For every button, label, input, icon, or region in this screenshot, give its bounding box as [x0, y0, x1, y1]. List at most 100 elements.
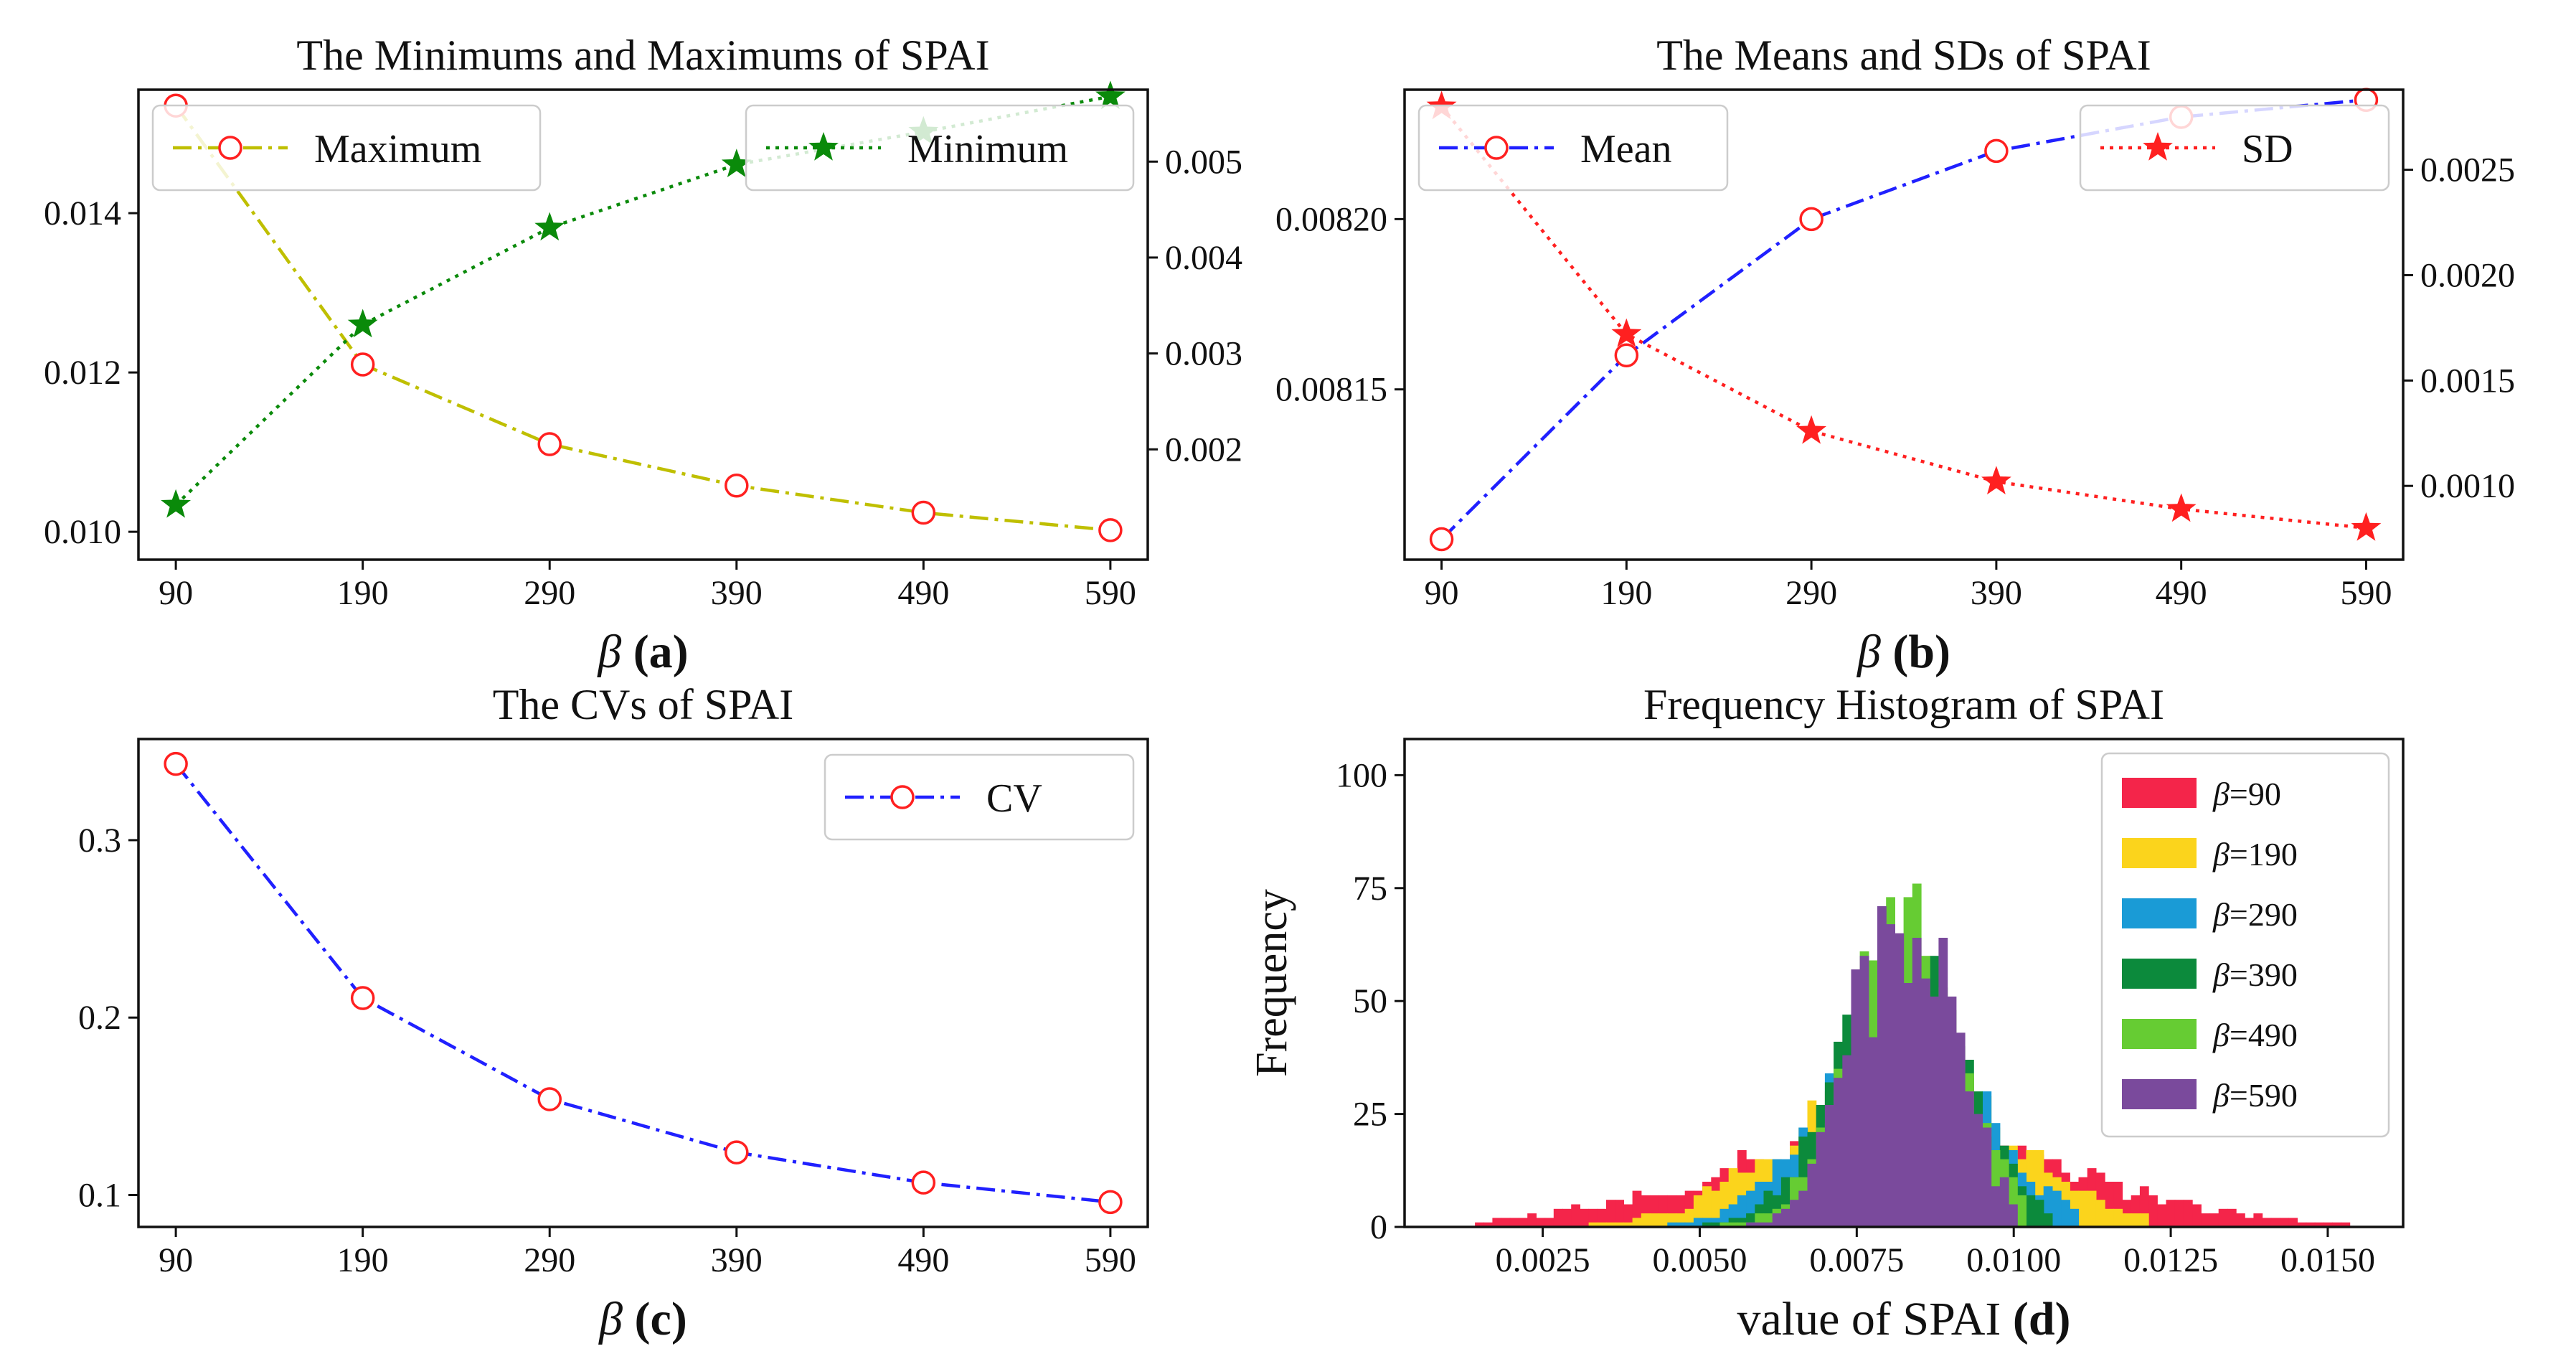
legend-label: β=590: [2212, 1077, 2298, 1114]
y2-tick-label: 0.0010: [2420, 467, 2515, 505]
histogram-bar: [1755, 1222, 1765, 1227]
histogram-bar: [2122, 1213, 2132, 1227]
plot-frame: [1403, 738, 2405, 1228]
legend-box: [2079, 104, 2390, 192]
y-tick-label: 0.00815: [1275, 371, 1387, 409]
y-tick-label: 100: [1336, 756, 1387, 794]
histogram-bar: [1877, 906, 1887, 1227]
histogram-bar: [2131, 1213, 2141, 1227]
x-tick-label: 290: [1785, 574, 1837, 612]
data-point: [1611, 318, 1642, 347]
legend-swatch: [2122, 1079, 2197, 1109]
data-point: [1981, 466, 2011, 495]
histogram-bar: [2332, 1222, 2341, 1227]
histogram-bar: [1519, 1218, 1528, 1227]
x-tick-label: 190: [1600, 574, 1652, 612]
histogram-bar: [2095, 1200, 2105, 1227]
histogram-bar: [1544, 1218, 1554, 1227]
histogram-bar: [1475, 1222, 1484, 1227]
histogram-bar: [2087, 1190, 2097, 1227]
histogram-bar: [1807, 1163, 1817, 1227]
histogram-bar: [1501, 1218, 1511, 1227]
plot-frame: [1403, 88, 2405, 561]
data-point: [725, 1140, 749, 1165]
histogram-bar: [2157, 1204, 2167, 1227]
histogram-bar: [1930, 996, 1939, 1227]
chart-title: The Means and SDs of SPAI: [1656, 32, 2151, 79]
histogram-bar: [1711, 1222, 1721, 1227]
histogram-bar: [1527, 1213, 1537, 1227]
legend-label: SD: [2242, 127, 2293, 171]
y-tick-label: 0.3: [78, 822, 121, 860]
histogram-bar: [1597, 1222, 1607, 1227]
legend-label: β=290: [2212, 896, 2298, 933]
data-point: [1614, 343, 1639, 367]
histogram-bar: [1483, 1222, 1493, 1227]
legend-swatch: [2122, 778, 2197, 808]
x-tick-label: 90: [159, 574, 193, 612]
y-tick-label: 0.014: [44, 194, 121, 232]
histogram-bar: [1912, 938, 1922, 1227]
panel-b: The Means and SDs of SPAI 90 190 290 390 490 5…: [1275, 32, 2515, 678]
histogram-bar: [2139, 1213, 2149, 1227]
histogram-bar: [1780, 1208, 1791, 1227]
panel-d: Frequency Histogram of SPAI 0.0025 0.0050 0…: [1247, 681, 2405, 1345]
legend-label: β=390: [2212, 956, 2298, 993]
legend: β=90 β=190 β=290 β=390 β=490 β=590: [2100, 752, 2390, 1138]
histogram-bar: [2061, 1200, 2070, 1227]
data-point: [350, 352, 375, 377]
series-line-sd: [1440, 105, 2367, 530]
data-point: [2166, 493, 2197, 522]
histogram-bar: [2105, 1208, 2114, 1227]
histogram-bar: [1772, 1213, 1782, 1227]
histogram-bar: [1650, 1213, 1659, 1227]
histogram-bar: [1641, 1213, 1651, 1227]
x-axis-label: β (b): [1856, 626, 1950, 678]
y-axis-label: Frequency: [1247, 889, 1296, 1077]
histogram-bar: [1702, 1222, 1712, 1227]
legend-label: β=490: [2212, 1017, 2298, 1053]
histogram-bar: [1991, 1186, 2001, 1227]
histogram-bar: [1492, 1218, 1502, 1227]
histogram-bar: [2297, 1222, 2307, 1227]
histogram-bar: [1588, 1222, 1598, 1227]
y-tick-label: 0.012: [44, 354, 121, 392]
x-tick-label: 0.0150: [2280, 1241, 2375, 1279]
data-point: [161, 489, 191, 518]
histogram-bar: [1955, 1032, 1966, 1227]
histogram-bar: [2323, 1222, 2333, 1227]
legend-marker: [1484, 136, 1509, 160]
legend-sd: SD: [2079, 104, 2390, 192]
data-point: [2351, 512, 2382, 541]
histogram-bar: [1938, 938, 1948, 1227]
plot-frame: [137, 738, 1149, 1228]
legend-mean: Mean: [1417, 104, 1729, 192]
data-point: [911, 1170, 936, 1195]
y2-tick-label: 0.004: [1165, 239, 1242, 277]
y-tick-label: 0.010: [44, 513, 121, 551]
legend-marker: [890, 785, 915, 809]
legend-marker: [218, 136, 242, 160]
x-tick-label: 490: [2156, 574, 2207, 612]
x-tick-label: 390: [711, 574, 763, 612]
histogram-bar: [1886, 924, 1895, 1227]
histogram-bar: [2270, 1218, 2280, 1227]
data-point: [537, 432, 562, 456]
histogram-bar: [2043, 1213, 2053, 1227]
histogram-bar: [2148, 1195, 2158, 1227]
histogram-bar: [2314, 1222, 2324, 1227]
legend-minimum: Minimum: [745, 104, 1135, 192]
data-point: [347, 309, 378, 338]
bar-group: [1746, 906, 2018, 1227]
data-point: [350, 986, 375, 1010]
y-tick-label: 75: [1353, 870, 1387, 908]
histogram-bar: [1999, 1177, 2009, 1227]
x-tick-label: 390: [1971, 574, 2022, 612]
histogram-bar: [1623, 1204, 1633, 1227]
histogram-bar: [2262, 1218, 2272, 1227]
legend-label: CV: [986, 776, 1042, 821]
x-axis-label: value of SPAI (d): [1737, 1293, 2070, 1345]
legend-label: β=90: [2212, 776, 2281, 812]
legend-swatch: [2122, 898, 2197, 928]
